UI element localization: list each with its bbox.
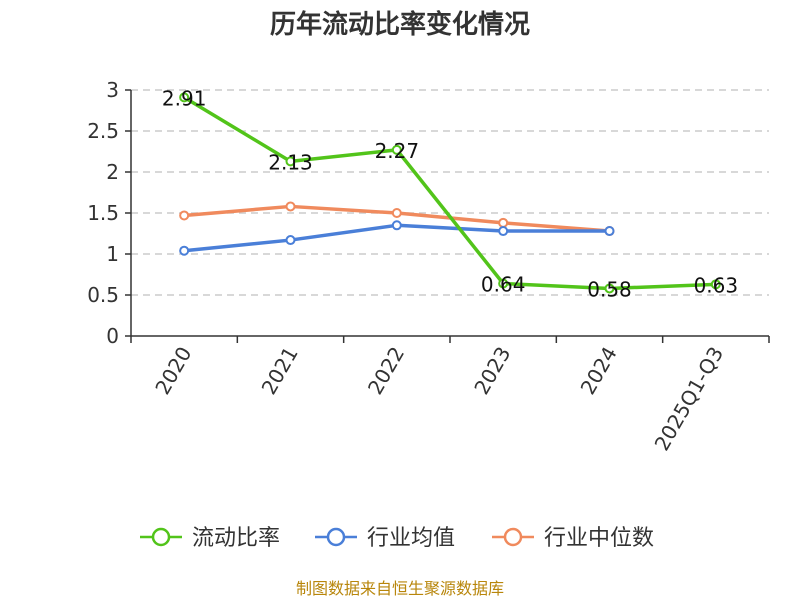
data-point [710, 279, 721, 290]
y-tick-label: 2 [106, 160, 119, 184]
data-point [391, 220, 402, 231]
legend-marker-circle [326, 527, 346, 547]
data-point [179, 92, 190, 103]
data-point [285, 201, 296, 212]
axis-layer: 0 0.5 1 1.5 2 2.5 3 2020 2021 2022 2023 2024 2025Q1-… [87, 78, 770, 455]
y-tick-label: 2.5 [87, 119, 119, 143]
data-label: 0.63 [694, 273, 739, 297]
legend-marker-circle [151, 527, 171, 547]
label-layer: 2.91 2.13 2.27 0.64 0.58 0.63 [162, 86, 738, 301]
data-point [498, 217, 509, 228]
legend: 流动比率 行业均值 行业中位数 [140, 526, 654, 551]
data-point [179, 210, 190, 221]
y-tick-label: 1.5 [87, 201, 119, 225]
x-tick-label: 2020 [150, 343, 196, 399]
y-tick-label: 0 [106, 324, 119, 348]
data-point [285, 235, 296, 246]
x-tick-label: 2022 [363, 343, 409, 399]
x-tick-label: 2021 [257, 343, 303, 399]
data-point [498, 278, 509, 289]
data-label: 0.64 [481, 273, 526, 297]
data-point [391, 144, 402, 155]
source-note: 制图数据来自恒生聚源数据库 [296, 579, 504, 598]
data-label: 2.13 [268, 150, 313, 174]
series-line [183, 95, 716, 291]
data-point [604, 283, 615, 294]
legend-label: 行业中位数 [544, 526, 654, 551]
data-label: 2.27 [375, 139, 420, 163]
legend-label: 行业均值 [367, 526, 455, 551]
y-tick-label: 0.5 [87, 283, 119, 307]
y-tick-label: 1 [106, 242, 119, 266]
chart-title: 历年流动比率变化情况 [270, 9, 530, 40]
x-tick-label: 2023 [469, 342, 515, 398]
data-label: 2.91 [162, 86, 207, 110]
legend-marker-circle [503, 527, 523, 547]
x-tick-label: 2024 [576, 343, 622, 399]
grid-layer [131, 89, 769, 296]
legend-label: 流动比率 [192, 526, 280, 551]
data-point [179, 245, 190, 256]
data-label: 0.58 [587, 277, 632, 301]
data-point [391, 208, 402, 218]
y-tick-label: 3 [106, 78, 119, 102]
data-point [498, 226, 509, 237]
series-layer [179, 92, 721, 294]
data-point [604, 226, 615, 237]
x-tick-label: 2025Q1-Q3 [649, 343, 728, 455]
data-point [285, 156, 296, 167]
